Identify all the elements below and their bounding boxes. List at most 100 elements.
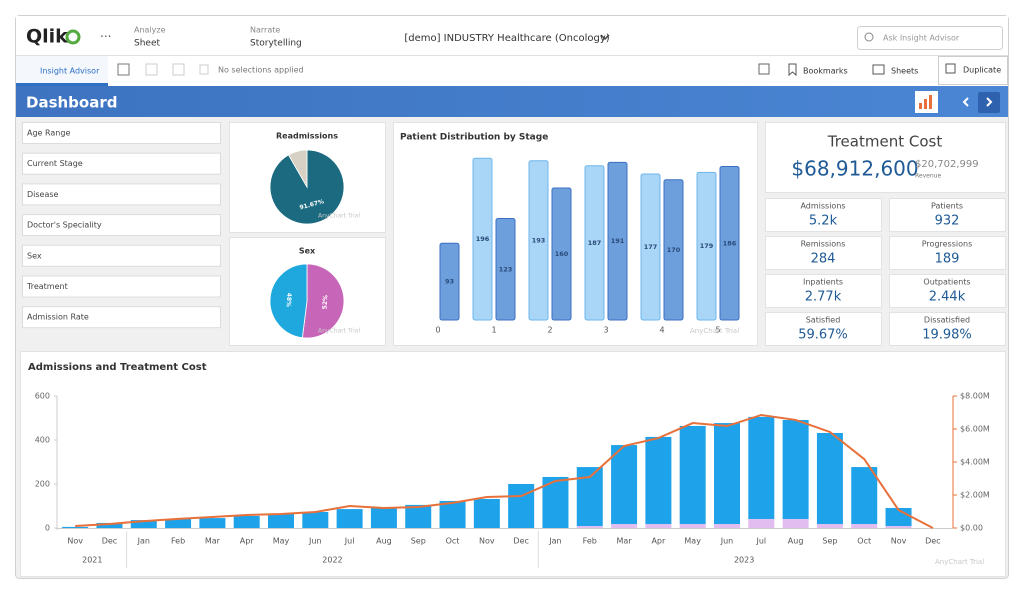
kpi-value: $68,912,600 [791, 157, 918, 181]
nav-item: Sheet [134, 39, 160, 49]
pie-label: 52% [322, 295, 330, 310]
bar [748, 518, 775, 528]
filter-pane[interactable] [22, 122, 221, 144]
kpi-tile [889, 274, 1006, 308]
bar [551, 187, 572, 321]
bar [663, 179, 684, 321]
bar [62, 526, 89, 528]
bar-value-label: 179 [700, 242, 714, 250]
bar [370, 507, 397, 528]
bar [611, 445, 638, 525]
x-tick-label: 4 [659, 326, 664, 335]
filter-label: Admission Rate [27, 313, 89, 322]
kpi-value: 2.44k [929, 290, 966, 305]
bar-value-label: 177 [644, 243, 658, 251]
y2-tick-label: $4.00M [960, 458, 990, 467]
sheet-band [16, 86, 1008, 117]
pie-slice [269, 149, 345, 225]
x-tick-label: Dec [102, 537, 117, 546]
x-tick-label: Mar [205, 537, 221, 546]
sheets-icon [872, 64, 885, 75]
x-tick-label: Jun [720, 537, 734, 546]
sheet-title: Dashboard [26, 94, 117, 112]
filter-pane[interactable] [22, 152, 221, 175]
kpi-value: 189 [935, 252, 960, 267]
bar [405, 504, 432, 528]
filter-pane[interactable] [22, 244, 221, 267]
bar [336, 509, 363, 528]
filter-label: Doctor's Speciality [27, 221, 102, 230]
duplicate-button[interactable] [938, 56, 1008, 85]
bar [584, 165, 605, 321]
kpi-tile [765, 312, 882, 346]
bar-value-label: 196 [476, 235, 490, 243]
bar [696, 171, 717, 321]
toolbar [16, 56, 1008, 86]
line [75, 413, 934, 529]
kpi-comparison-label: Revenue [915, 173, 941, 180]
forward-icon[interactable] [172, 63, 185, 76]
y-tick-label: 200 [35, 480, 50, 489]
bar-value-label: 186 [723, 239, 737, 247]
chart-icon-bar [929, 95, 932, 109]
x-tick-label: Jan [548, 537, 561, 546]
kpi-label: Inpatients [803, 278, 843, 287]
bar [165, 518, 192, 528]
search-icon [864, 32, 874, 42]
x-tick-label: Aug [376, 537, 392, 546]
grid-icon[interactable] [758, 63, 770, 75]
back-icon[interactable] [145, 63, 158, 76]
x-tick-label: Feb [583, 537, 597, 546]
sheets-button[interactable]: Sheets [891, 67, 918, 76]
x-tick-label: 5 [715, 326, 720, 335]
bookmarks-button[interactable]: Bookmarks [803, 67, 848, 76]
prev-sheet[interactable] [962, 97, 969, 107]
kpi-label: Patients [931, 202, 963, 211]
filter-pane[interactable] [22, 214, 221, 237]
chart-title: Admissions and Treatment Cost [28, 362, 207, 373]
title-caret[interactable] [600, 34, 610, 41]
nav-label: Analyze [134, 26, 166, 35]
bar-value-label: 123 [499, 265, 513, 273]
kpi-label: Remissions [801, 240, 846, 249]
bar [645, 524, 672, 528]
more-menu[interactable]: ··· [100, 30, 111, 44]
next-sheet-bg[interactable] [978, 92, 1000, 113]
filter-pane[interactable] [22, 275, 221, 298]
clear-icon[interactable] [199, 64, 209, 75]
y2-tick-label: $6.00M [960, 425, 990, 434]
watermark: AnyChart Trial [318, 328, 360, 335]
x-tick-label: Feb [171, 537, 185, 546]
bar [607, 161, 628, 321]
bar [851, 524, 878, 528]
bar [233, 515, 260, 528]
filter-label: Sex [27, 251, 42, 260]
x-tick-label: 3 [603, 326, 608, 335]
kpi-comparison: $20,702,999 [915, 159, 979, 170]
logo-mark [65, 29, 81, 45]
watermark: AnyChart Trial [690, 327, 739, 335]
y2-tick-label: $8.00M [960, 392, 990, 401]
next-sheet[interactable] [986, 97, 993, 107]
filter-pane[interactable] [22, 306, 221, 329]
duplicate-label: Duplicate [963, 66, 1001, 75]
x-tick-label: Apr [651, 537, 666, 546]
chart-title: Patient Distribution by Stage [400, 133, 548, 143]
search-box[interactable] [857, 26, 1003, 50]
bookmark-icon [788, 63, 797, 77]
watermark: AnyChart Trial [318, 213, 360, 220]
x-tick-label: Sep [411, 537, 426, 546]
insight-tab[interactable] [16, 56, 108, 86]
kpi-label: Dissatisfied [924, 316, 970, 325]
x-tick-label: Oct [446, 537, 460, 546]
x-tick-label: Mar [617, 537, 633, 546]
filter-pane[interactable] [22, 183, 221, 206]
bar [782, 419, 809, 519]
bar [816, 432, 843, 525]
x-tick-label: Dec [513, 537, 528, 546]
kpi-label: Outpatients [923, 278, 970, 287]
select-icon[interactable] [117, 63, 130, 76]
bar [714, 524, 740, 528]
bar [679, 425, 706, 525]
treatment-cost-panel [765, 122, 1006, 193]
